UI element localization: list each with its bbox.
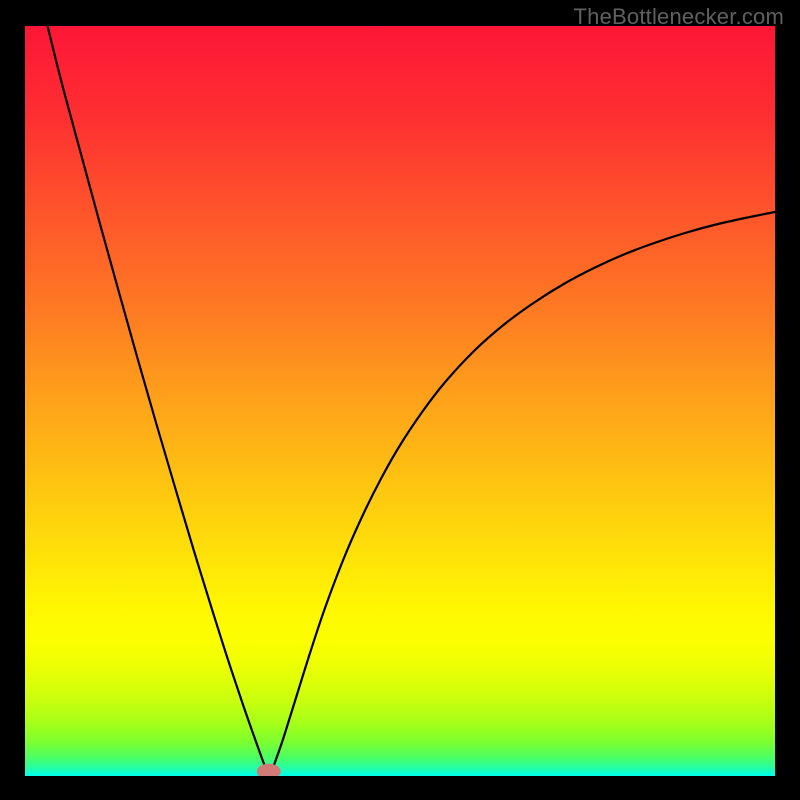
chart-frame: TheBottlenecker.com [0,0,800,800]
plot-svg [25,26,775,776]
plot-background [25,26,775,776]
plot-area [25,26,775,776]
